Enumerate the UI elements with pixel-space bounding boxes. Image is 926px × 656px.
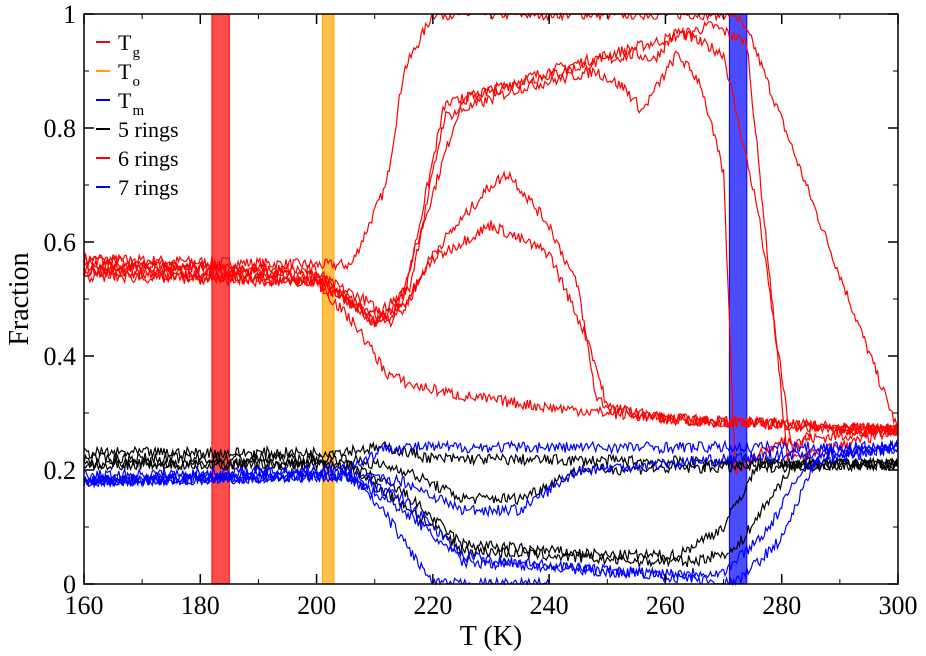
- legend-label: 5 rings: [118, 117, 179, 142]
- series-5-rings-run-4: [83, 456, 899, 568]
- series-6-rings-run-3: [83, 27, 899, 461]
- y-tick-label: 0: [63, 570, 76, 599]
- x-axis: 160 180 200 220 240 260 280 300: [65, 14, 918, 620]
- series-5-rings-run-3: [83, 456, 899, 563]
- y-axis-label: Fraction: [4, 252, 35, 345]
- y-tick-label: 0.2: [44, 456, 77, 485]
- x-tick-label: 200: [297, 591, 336, 620]
- x-tick-label: 220: [413, 591, 452, 620]
- series-6-rings-run-5: [83, 170, 899, 436]
- y-axis: 0 0.2 0.4 0.6 0.8 1: [44, 0, 898, 599]
- band-t-g: [211, 13, 230, 585]
- x-tick-label: 240: [530, 591, 569, 620]
- series-7-rings-run-5: [83, 440, 899, 587]
- series-6-rings-run-7: [83, 269, 899, 436]
- x-tick-label: 180: [181, 591, 220, 620]
- y-tick-label: 0.6: [44, 228, 77, 257]
- legend-label: 6 rings: [118, 146, 179, 171]
- legend-label: 7 rings: [118, 175, 179, 200]
- x-tick-label: 160: [65, 591, 104, 620]
- y-tick-label: 0.4: [44, 342, 77, 371]
- x-tick-label: 260: [646, 591, 685, 620]
- series-7-rings-run-4: [83, 443, 899, 580]
- x-tick-label: 300: [879, 591, 918, 620]
- y-tick-label: 0.8: [44, 114, 77, 143]
- y-tick-label: 1: [63, 0, 76, 29]
- band-t-o: [321, 13, 335, 585]
- series-5-rings-run-2: [83, 451, 899, 506]
- x-axis-label: T (K): [460, 621, 522, 652]
- x-tick-label: 280: [762, 591, 801, 620]
- band-t-m: [728, 13, 748, 585]
